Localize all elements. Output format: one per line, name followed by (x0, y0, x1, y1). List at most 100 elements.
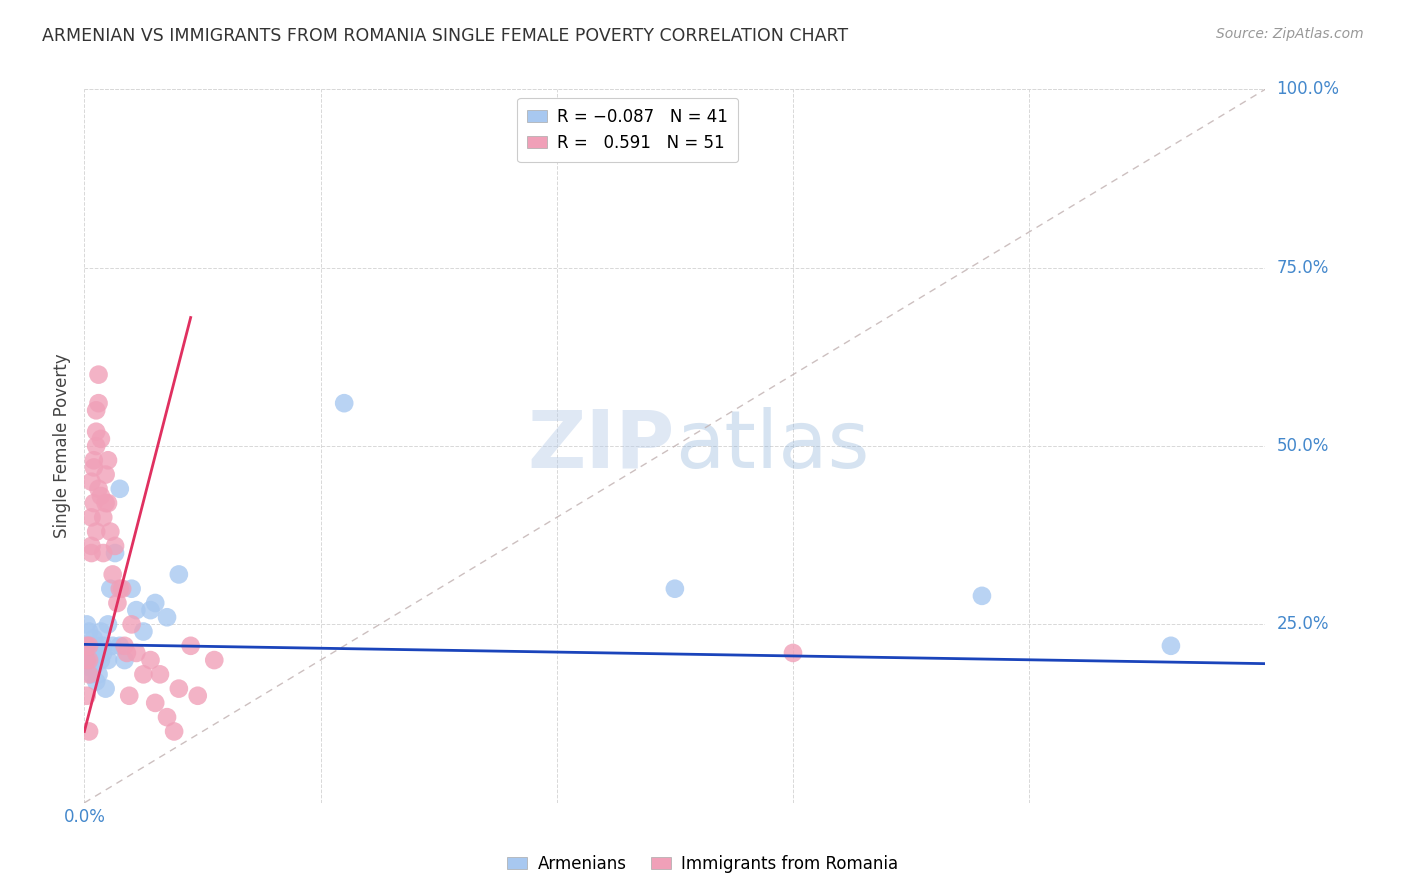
Point (90, 653, 112, 667)
Point (87, 482, 110, 496)
Point (87, 646, 110, 660)
Point (84, 524, 107, 539)
Point (80, 639, 103, 653)
Point (132, 667, 155, 681)
Legend: R = −0.087   N = 41, R =   0.591   N = 51: R = −0.087 N = 41, R = 0.591 N = 51 (517, 97, 738, 161)
Point (782, 646, 804, 660)
Point (87, 368, 110, 382)
Point (156, 610, 179, 624)
Point (80, 653, 103, 667)
Point (77, 624, 100, 639)
Point (139, 653, 162, 667)
Point (83, 660, 105, 674)
Point (84, 439, 107, 453)
Point (76, 639, 98, 653)
Point (84, 653, 107, 667)
Point (94, 681, 117, 696)
Point (115, 646, 138, 660)
Point (77, 724, 100, 739)
Point (84, 639, 107, 653)
Point (90, 432, 112, 446)
Point (114, 653, 136, 667)
Point (970, 589, 993, 603)
Point (87, 396, 110, 410)
Point (91, 510, 114, 524)
Point (80, 475, 103, 489)
Point (163, 724, 186, 739)
Point (125, 646, 148, 660)
Point (91, 646, 114, 660)
Point (111, 582, 134, 596)
Point (94, 467, 117, 482)
Point (98, 524, 121, 539)
Point (77, 660, 100, 674)
Point (83, 460, 105, 475)
Text: 75.0%: 75.0% (1277, 259, 1329, 277)
Point (76, 689, 98, 703)
Point (108, 582, 131, 596)
Point (76, 639, 98, 653)
Point (98, 582, 121, 596)
Point (80, 667, 103, 681)
Point (83, 646, 105, 660)
Point (167, 567, 190, 582)
Point (149, 667, 172, 681)
Point (77, 653, 100, 667)
Point (180, 639, 202, 653)
Point (101, 639, 124, 653)
Point (118, 689, 141, 703)
Point (84, 425, 107, 439)
Point (97, 453, 120, 467)
Text: ARMENIAN VS IMMIGRANTS FROM ROMANIA SINGLE FEMALE POVERTY CORRELATION CHART: ARMENIAN VS IMMIGRANTS FROM ROMANIA SING… (42, 27, 848, 45)
Point (143, 596, 166, 610)
Point (132, 624, 155, 639)
Point (187, 689, 209, 703)
Point (664, 582, 686, 596)
Text: 50.0%: 50.0% (1277, 437, 1329, 455)
Point (84, 403, 107, 417)
Text: 25.0%: 25.0% (1277, 615, 1329, 633)
Point (94, 496, 117, 510)
Point (1160, 639, 1182, 653)
Point (156, 710, 179, 724)
Point (77, 667, 100, 681)
Point (143, 696, 166, 710)
Point (104, 539, 127, 553)
Point (107, 596, 129, 610)
Point (121, 582, 143, 596)
Point (77, 653, 100, 667)
Point (90, 624, 112, 639)
Text: 100.0%: 100.0% (1277, 80, 1340, 98)
Text: atlas: atlas (675, 407, 869, 485)
Point (108, 639, 131, 653)
Point (114, 639, 136, 653)
Point (84, 674, 107, 689)
Point (97, 617, 120, 632)
Point (121, 617, 143, 632)
Point (91, 546, 114, 560)
Point (125, 603, 148, 617)
Point (167, 681, 190, 696)
Text: ZIP: ZIP (527, 407, 675, 485)
Point (104, 546, 127, 560)
Point (97, 496, 120, 510)
Point (101, 567, 124, 582)
Text: Source: ZipAtlas.com: Source: ZipAtlas.com (1216, 27, 1364, 41)
Point (76, 617, 98, 632)
Point (83, 496, 105, 510)
Point (77, 639, 100, 653)
Point (108, 482, 131, 496)
Point (80, 510, 103, 524)
Legend: Armenians, Immigrants from Romania: Armenians, Immigrants from Romania (501, 848, 905, 880)
Point (90, 489, 112, 503)
Point (80, 539, 103, 553)
Point (77, 639, 100, 653)
Point (87, 667, 110, 681)
Point (83, 453, 105, 467)
Point (97, 653, 120, 667)
Point (80, 546, 103, 560)
Point (202, 653, 225, 667)
Point (333, 396, 356, 410)
Point (139, 603, 162, 617)
Point (91, 639, 114, 653)
